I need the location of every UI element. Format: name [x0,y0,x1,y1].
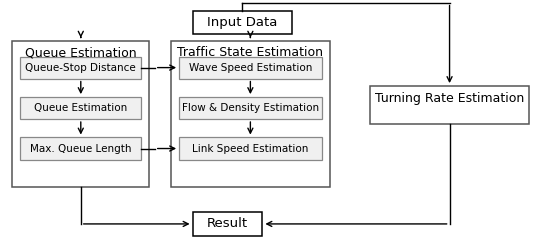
Text: Queue Estimation: Queue Estimation [25,46,137,59]
FancyBboxPatch shape [179,137,322,159]
FancyBboxPatch shape [20,97,141,119]
Text: Wave Speed Estimation: Wave Speed Estimation [189,62,312,73]
Text: Link Speed Estimation: Link Speed Estimation [192,144,308,154]
FancyBboxPatch shape [179,57,322,79]
Text: Max. Queue Length: Max. Queue Length [30,144,131,154]
FancyBboxPatch shape [171,41,330,186]
Text: Input Data: Input Data [207,16,277,29]
Text: Traffic State Estimation: Traffic State Estimation [177,46,323,59]
Text: Flow & Density Estimation: Flow & Density Estimation [182,103,319,113]
Text: Queue Estimation: Queue Estimation [34,103,128,113]
Text: Turning Rate Estimation: Turning Rate Estimation [375,92,524,105]
FancyBboxPatch shape [192,11,292,34]
Text: Result: Result [207,217,248,230]
Text: Queue-Stop Distance: Queue-Stop Distance [26,62,136,73]
FancyBboxPatch shape [370,86,529,124]
FancyBboxPatch shape [192,212,263,236]
FancyBboxPatch shape [179,97,322,119]
FancyBboxPatch shape [20,137,141,159]
FancyBboxPatch shape [12,41,149,186]
FancyBboxPatch shape [20,57,141,79]
